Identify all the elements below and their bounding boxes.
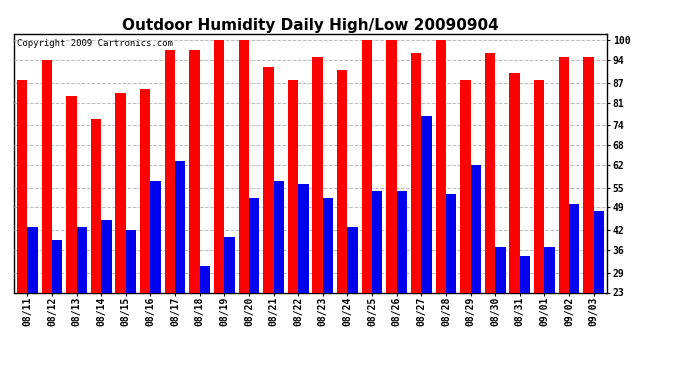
Bar	[435, 40, 446, 292]
Bar	[534, 80, 544, 292]
Bar	[214, 40, 224, 292]
Bar	[386, 40, 397, 292]
Bar	[239, 40, 249, 292]
Bar	[509, 73, 520, 292]
Bar	[520, 256, 530, 292]
Bar	[411, 53, 422, 292]
Bar	[583, 57, 593, 292]
Bar	[569, 204, 580, 292]
Bar	[91, 119, 101, 292]
Bar	[362, 40, 372, 292]
Bar	[41, 60, 52, 292]
Bar	[288, 80, 298, 292]
Bar	[28, 227, 38, 292]
Bar	[593, 211, 604, 292]
Bar	[115, 93, 126, 292]
Title: Outdoor Humidity Daily High/Low 20090904: Outdoor Humidity Daily High/Low 20090904	[122, 18, 499, 33]
Bar	[199, 266, 210, 292]
Bar	[189, 50, 199, 292]
Bar	[150, 181, 161, 292]
Bar	[397, 191, 407, 292]
Bar	[298, 184, 308, 292]
Bar	[165, 50, 175, 292]
Bar	[17, 80, 28, 292]
Bar	[249, 198, 259, 292]
Bar	[224, 237, 235, 292]
Bar	[101, 220, 112, 292]
Bar	[485, 53, 495, 292]
Bar	[273, 181, 284, 292]
Bar	[126, 230, 136, 292]
Bar	[471, 165, 481, 292]
Bar	[495, 247, 506, 292]
Bar	[323, 198, 333, 292]
Bar	[140, 89, 150, 292]
Bar	[175, 162, 186, 292]
Bar	[313, 57, 323, 292]
Bar	[446, 194, 456, 292]
Bar	[544, 247, 555, 292]
Bar	[422, 116, 432, 292]
Bar	[263, 66, 273, 292]
Bar	[52, 240, 62, 292]
Text: Copyright 2009 Cartronics.com: Copyright 2009 Cartronics.com	[17, 39, 172, 48]
Bar	[66, 96, 77, 292]
Bar	[559, 57, 569, 292]
Bar	[77, 227, 87, 292]
Bar	[348, 227, 358, 292]
Bar	[337, 70, 348, 292]
Bar	[372, 191, 382, 292]
Bar	[460, 80, 471, 292]
